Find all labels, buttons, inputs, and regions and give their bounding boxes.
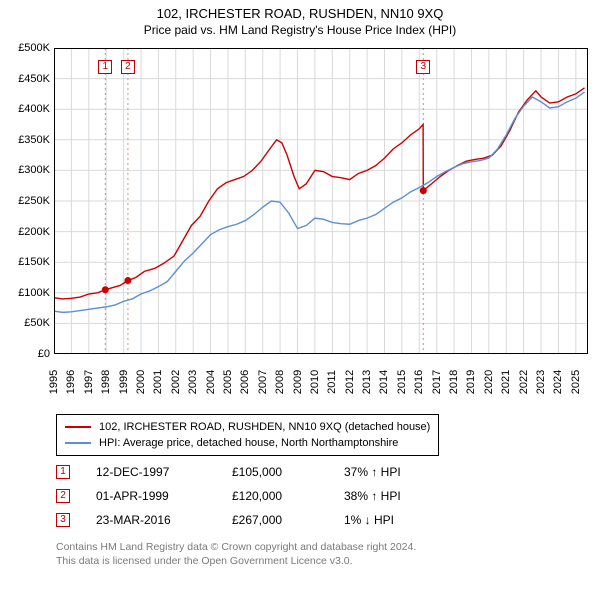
x-tick-label: 2013 [361, 370, 373, 394]
footer-attribution: Contains HM Land Registry data © Crown c… [56, 540, 416, 568]
x-tick-label: 2019 [465, 370, 477, 394]
event-price: £120,000 [232, 489, 344, 503]
x-tick-label: 2015 [396, 370, 408, 394]
plot-svg [54, 48, 588, 354]
x-tick-label: 2012 [344, 370, 356, 394]
x-tick-label: 2008 [274, 370, 286, 394]
chart-container: 102, IRCHESTER ROAD, RUSHDEN, NN10 9XQ P… [0, 0, 600, 590]
x-tick-label: 2000 [135, 370, 147, 394]
event-price: £105,000 [232, 465, 344, 479]
x-tick-label: 2003 [187, 370, 199, 394]
x-tick-label: 2005 [222, 370, 234, 394]
legend-row: 102, IRCHESTER ROAD, RUSHDEN, NN10 9XQ (… [65, 419, 430, 435]
x-tick-label: 2011 [326, 370, 338, 394]
y-tick-label: £300K [6, 164, 50, 176]
y-tick-label: £150K [6, 256, 50, 268]
event-marker-2: 2 [121, 60, 135, 74]
event-date: 12-DEC-1997 [96, 465, 232, 479]
legend-label: 102, IRCHESTER ROAD, RUSHDEN, NN10 9XQ (… [99, 421, 430, 433]
legend-swatch [65, 442, 91, 444]
legend-row: HPI: Average price, detached house, Nort… [65, 435, 430, 451]
event-row-marker: 1 [56, 465, 70, 479]
x-tick-label: 1996 [65, 370, 77, 394]
event-date: 23-MAR-2016 [96, 513, 232, 527]
event-diff: 1% ↓ HPI [344, 513, 444, 527]
x-tick-label: 2022 [518, 370, 530, 394]
event-table: 1 12-DEC-1997£105,00037% ↑ HPI 2 01-APR-199… [56, 460, 444, 532]
footer-line1: Contains HM Land Registry data © Crown c… [56, 540, 416, 554]
x-tick-label: 2002 [170, 370, 182, 394]
event-date: 01-APR-1999 [96, 489, 232, 503]
footer-line2: This data is licensed under the Open Gov… [56, 554, 416, 568]
event-row-marker: 2 [56, 489, 70, 503]
x-tick-label: 1999 [118, 370, 130, 394]
y-tick-label: £400K [6, 103, 50, 115]
x-tick-label: 1995 [48, 370, 60, 394]
y-tick-label: £450K [6, 73, 50, 85]
legend-label: HPI: Average price, detached house, Nort… [99, 437, 398, 449]
plot-area [54, 48, 588, 354]
x-tick-label: 2016 [413, 370, 425, 394]
x-tick-label: 2014 [378, 370, 390, 394]
x-tick-label: 1998 [100, 370, 112, 394]
x-tick-label: 2018 [448, 370, 460, 394]
y-tick-label: £250K [6, 195, 50, 207]
x-tick-label: 2023 [535, 370, 547, 394]
x-tick-label: 2024 [552, 370, 564, 394]
y-tick-label: £50K [6, 317, 50, 329]
x-tick-label: 2006 [239, 370, 251, 394]
event-price: £267,000 [232, 513, 344, 527]
x-tick-label: 2007 [257, 370, 269, 394]
x-tick-label: 2017 [431, 370, 443, 394]
chart-area: £0 £50K £100K £150K £200K £250K £300K £350K £400… [6, 44, 594, 404]
event-marker-3: 3 [416, 60, 430, 74]
event-diff: 37% ↑ HPI [344, 465, 444, 479]
y-tick-label: £200K [6, 226, 50, 238]
y-tick-label: £500K [6, 42, 50, 54]
chart-titles: 102, IRCHESTER ROAD, RUSHDEN, NN10 9XQ P… [0, 0, 600, 37]
x-tick-label: 2009 [292, 370, 304, 394]
x-tick-label: 2010 [309, 370, 321, 394]
y-tick-label: £100K [6, 287, 50, 299]
x-tick-label: 1997 [83, 370, 95, 394]
event-row: 3 23-MAR-2016£267,0001% ↓ HPI [56, 508, 444, 532]
legend: 102, IRCHESTER ROAD, RUSHDEN, NN10 9XQ (… [56, 414, 439, 456]
y-tick-label: £0 [6, 348, 50, 360]
x-tick-label: 2021 [500, 370, 512, 394]
x-tick-label: 2001 [152, 370, 164, 394]
event-row-marker: 3 [56, 513, 70, 527]
chart-subtitle: Price paid vs. HM Land Registry's House … [0, 23, 600, 37]
y-tick-label: £350K [6, 134, 50, 146]
event-diff: 38% ↑ HPI [344, 489, 444, 503]
x-tick-label: 2020 [483, 370, 495, 394]
x-tick-label: 2004 [205, 370, 217, 394]
event-marker-1: 1 [98, 60, 112, 74]
x-tick-label: 2025 [570, 370, 582, 394]
event-row: 2 01-APR-1999£120,00038% ↑ HPI [56, 484, 444, 508]
legend-swatch [65, 426, 91, 428]
chart-title-address: 102, IRCHESTER ROAD, RUSHDEN, NN10 9XQ [0, 6, 600, 21]
event-row: 1 12-DEC-1997£105,00037% ↑ HPI [56, 460, 444, 484]
